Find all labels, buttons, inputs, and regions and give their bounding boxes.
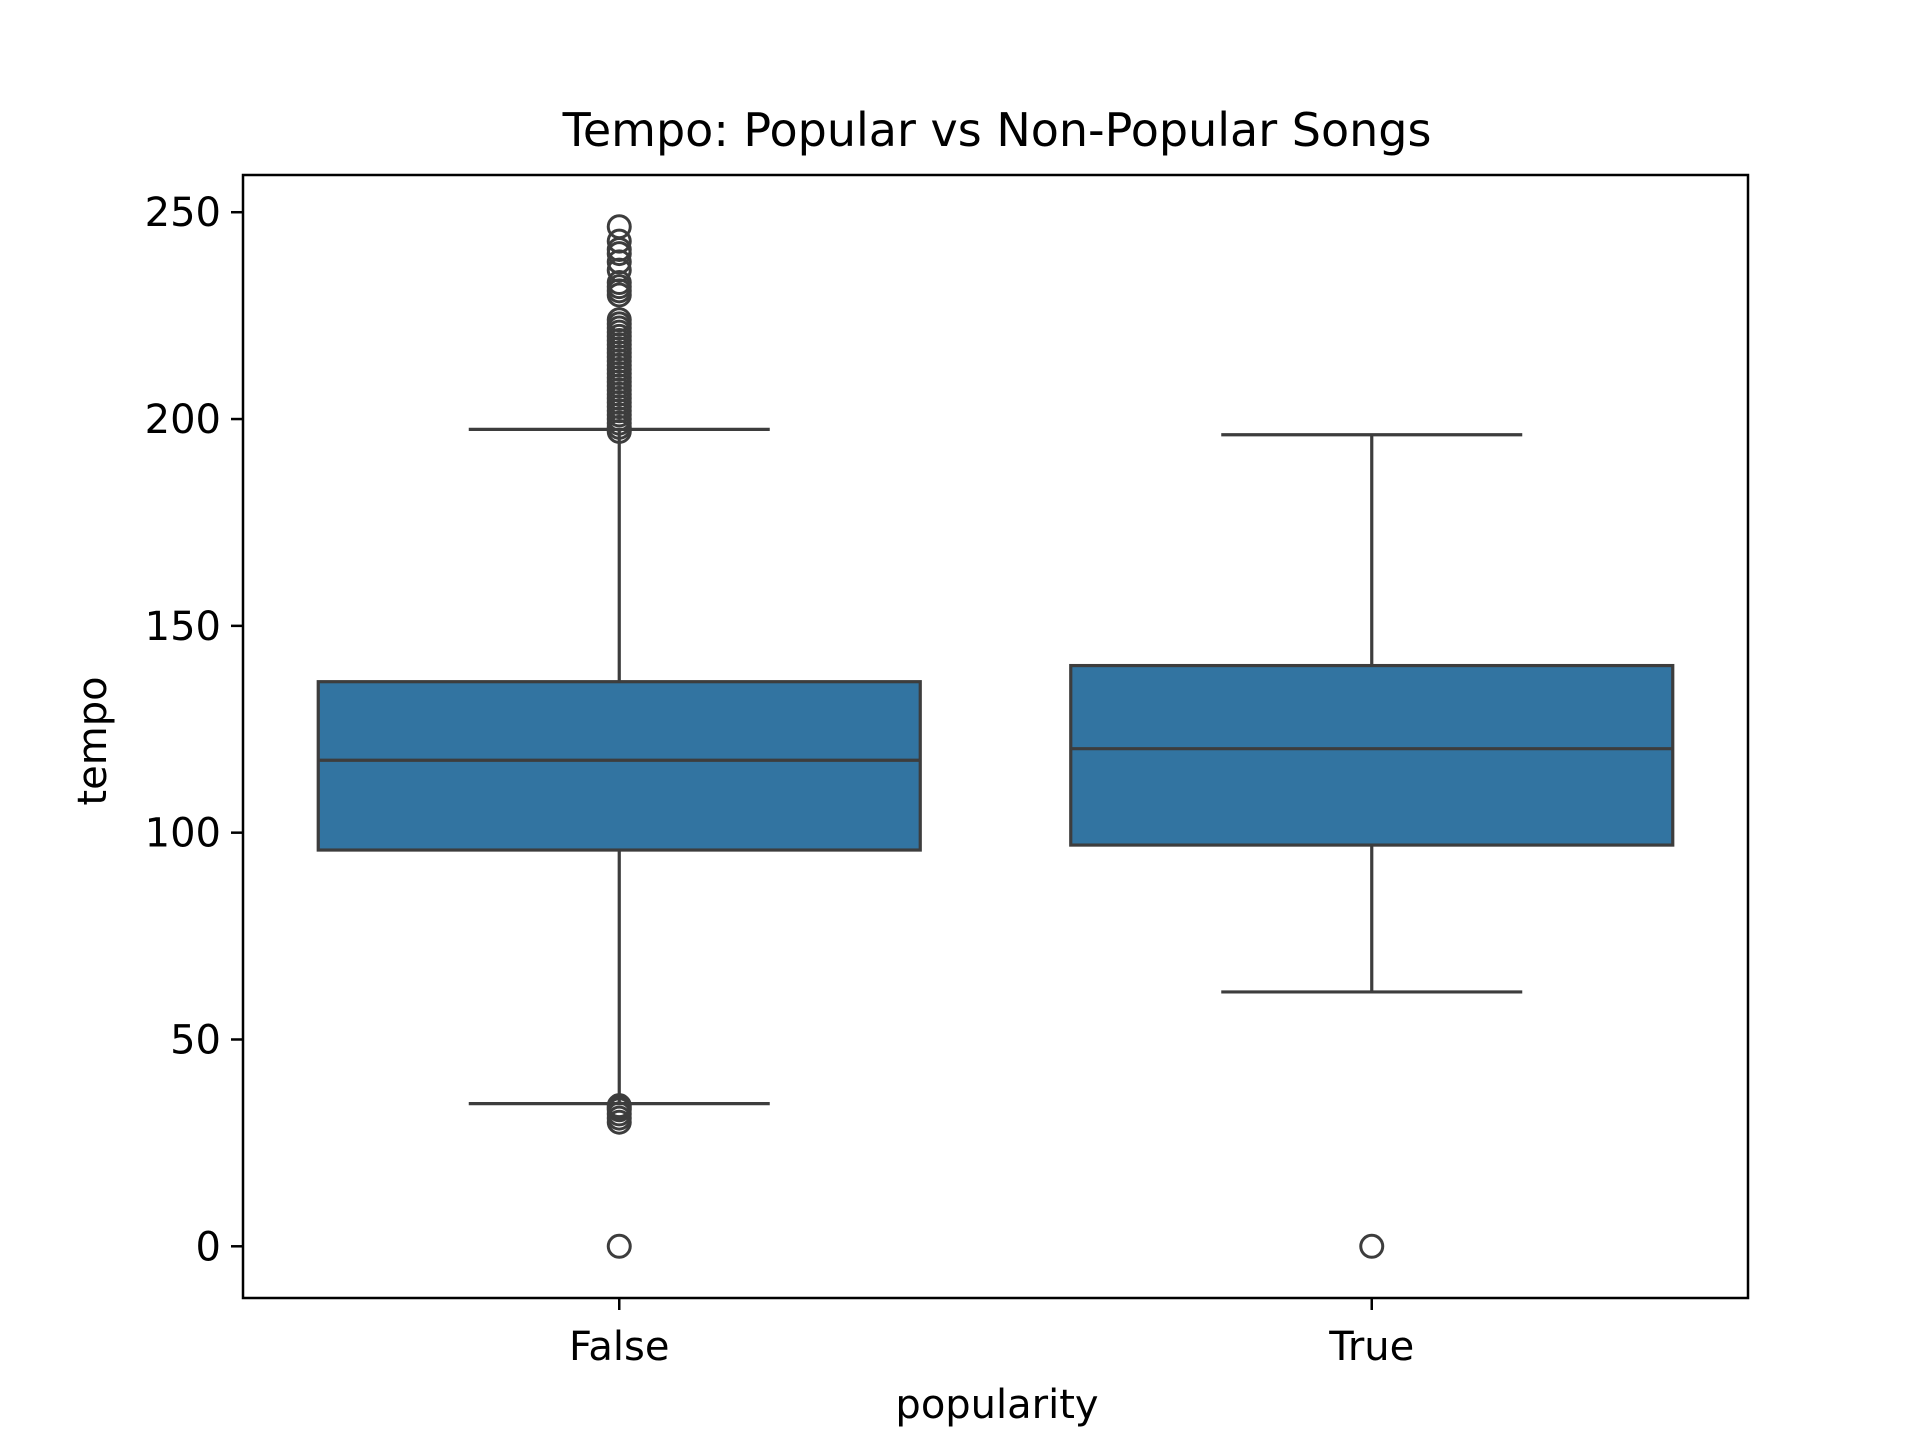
y-tick-label: 100: [145, 811, 221, 857]
iqr-box: [1069, 663, 1675, 847]
x-axis-label: popularity: [895, 1382, 1098, 1428]
outlier-point: [1359, 1233, 1385, 1259]
outlier-point: [606, 228, 632, 254]
outlier-point: [606, 1233, 632, 1259]
outlier-point: [606, 214, 632, 240]
y-tick-label: 200: [145, 397, 221, 443]
y-tick-label: 250: [145, 190, 221, 236]
box-group-true: [1069, 433, 1675, 1259]
iqr-box: [316, 680, 922, 852]
chart-title: Tempo: Popular vs Non-Popular Songs: [562, 103, 1432, 157]
y-tick-label: 150: [145, 604, 221, 650]
y-axis-label: tempo: [70, 676, 116, 805]
x-axis: False True: [569, 1298, 1414, 1370]
box-group-false: [316, 214, 922, 1259]
x-tick-label: True: [1328, 1324, 1414, 1370]
outlier-point: [606, 1093, 632, 1119]
plot-area: [316, 214, 1675, 1259]
x-tick-label: False: [569, 1324, 669, 1370]
y-axis: 0 50 100 150 200 250: [145, 190, 243, 1270]
outlier-point: [606, 307, 632, 333]
y-tick-label: 0: [196, 1224, 221, 1270]
y-tick-label: 50: [170, 1017, 221, 1063]
axes-frame: [241, 173, 1750, 1300]
